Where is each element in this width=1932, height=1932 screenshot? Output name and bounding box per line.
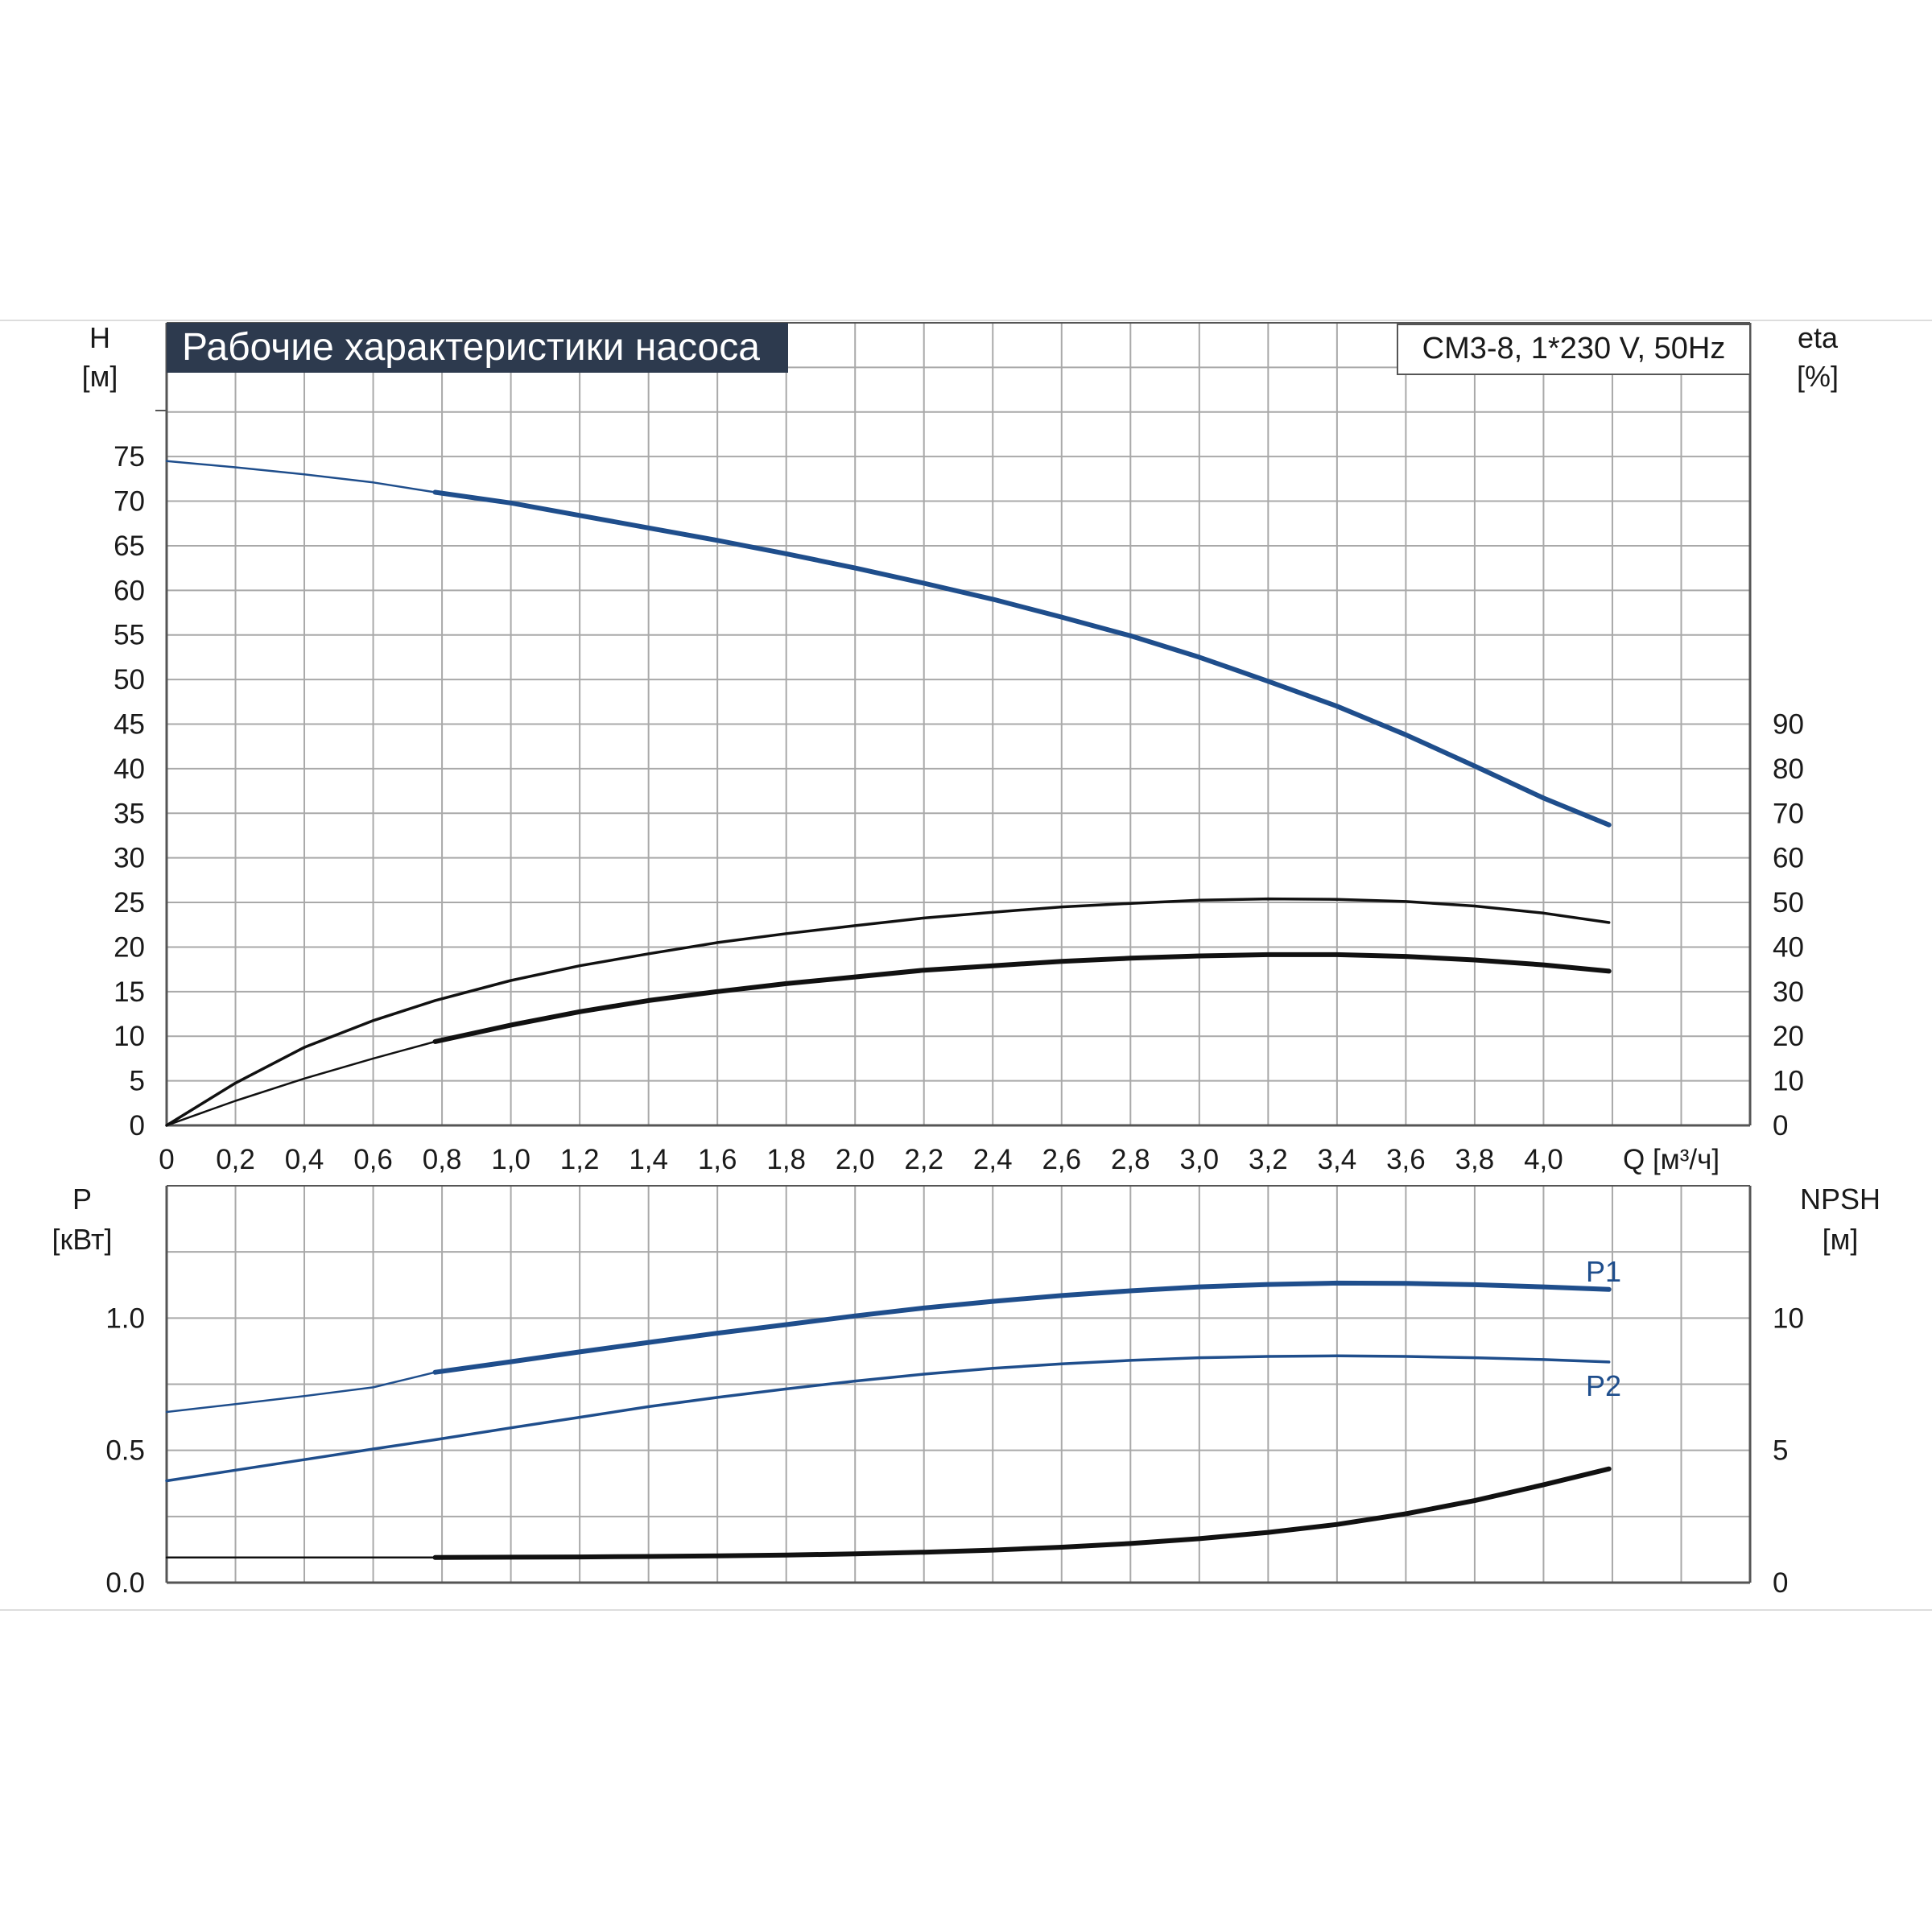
y-tick-label: 55 xyxy=(114,620,145,651)
x-tick-label: 1,0 xyxy=(491,1144,530,1175)
curves xyxy=(165,460,1612,1560)
y-tick-label: 15 xyxy=(114,976,145,1008)
y-right-tick-label: 5 xyxy=(1773,1435,1788,1467)
model-label-box xyxy=(1397,324,1751,375)
chart-title: Рабочие характеристики насоса xyxy=(182,326,760,369)
eta-curve-lower-thin xyxy=(165,1040,436,1127)
y-right-tick-label: 60 xyxy=(1773,843,1804,874)
x-tick-label: 1,4 xyxy=(629,1144,668,1175)
y-axis-unit-lower: [кВт] xyxy=(52,1223,112,1256)
y-axis-label-upper: H xyxy=(89,321,110,354)
y-tick-label: 0.5 xyxy=(105,1435,145,1467)
y-right-tick-label: 0 xyxy=(1773,1567,1788,1599)
x-tick-label: 2,8 xyxy=(1111,1144,1150,1175)
y-tick-label: 10 xyxy=(114,1021,145,1052)
y-axis-label-lower: P xyxy=(72,1183,92,1216)
p1-curve-thin xyxy=(165,1371,436,1414)
x-tick-label: 0,4 xyxy=(285,1144,324,1175)
plot-frames xyxy=(155,322,1752,1584)
head-curve xyxy=(432,489,1612,828)
y-tick-label: 65 xyxy=(114,530,145,562)
eta-curve-lower xyxy=(432,952,1612,1044)
x-tick-label: 3,4 xyxy=(1318,1144,1357,1175)
y-tick-label: 20 xyxy=(114,931,145,963)
y-axis-unit-upper-right: [%] xyxy=(1797,360,1839,393)
p2-curve-label: P2 xyxy=(1586,1369,1621,1402)
p2-curve xyxy=(165,1354,1611,1483)
p1-curve-label: P1 xyxy=(1586,1255,1621,1288)
y-tick-label: 70 xyxy=(114,486,145,518)
y-right-tick-label: 40 xyxy=(1773,931,1804,963)
npsh-curve xyxy=(432,1466,1612,1560)
y-axis-unit-upper: [м] xyxy=(82,360,118,393)
head-curve-thin xyxy=(165,460,436,493)
x-tick-label: 1,2 xyxy=(560,1144,600,1175)
model-label: CM3-8, 1*230 V, 50Hz xyxy=(1422,332,1726,365)
x-tick-label: 4,0 xyxy=(1524,1144,1563,1175)
y-tick-label: 75 xyxy=(114,441,145,473)
x-tick-label: 3,8 xyxy=(1455,1144,1495,1175)
y-right-tick-label: 80 xyxy=(1773,753,1804,785)
y-axis-unit-lower-right: [м] xyxy=(1823,1223,1859,1256)
eta-curve-upper xyxy=(165,897,1611,1127)
y-tick-label: 25 xyxy=(114,887,145,919)
y-tick-label: 1.0 xyxy=(105,1302,145,1334)
x-tick-label: 3,2 xyxy=(1249,1144,1288,1175)
x-tick-label: 3,6 xyxy=(1386,1144,1426,1175)
x-tick-label: 3,0 xyxy=(1179,1144,1219,1175)
y-tick-label: 5 xyxy=(130,1066,145,1097)
tick-labels: 0 0,2 0,4 0,6 0,8 1,0 1,2 1,4 1,6 1,8 2,0 2,2 2,4 2,6… xyxy=(105,441,1804,1599)
x-tick-label: 1,8 xyxy=(766,1144,806,1175)
y-axis-label-upper-right: eta xyxy=(1798,321,1839,354)
y-tick-label: 30 xyxy=(114,843,145,874)
x-tick-label: 1,6 xyxy=(698,1144,737,1175)
title-banner xyxy=(167,323,788,373)
x-tick-label: 2,0 xyxy=(836,1144,875,1175)
labels: Рабочие характеристики насоса CM3-8, 1*2… xyxy=(52,321,1880,1402)
y-tick-label: 0 xyxy=(130,1110,145,1141)
x-tick-label: 2,6 xyxy=(1042,1144,1081,1175)
p1-curve xyxy=(432,1280,1612,1375)
y-tick-label: 40 xyxy=(114,753,145,785)
y-right-tick-label: 10 xyxy=(1773,1066,1804,1097)
grid-lines xyxy=(167,323,1750,1583)
x-axis-label: Q [м³/ч] xyxy=(1623,1144,1719,1175)
page-separators xyxy=(0,320,1932,1611)
y-right-tick-label: 70 xyxy=(1773,798,1804,829)
y-axis-label-lower-right: NPSH xyxy=(1800,1183,1880,1216)
y-tick-label: 0.0 xyxy=(105,1567,145,1599)
y-right-tick-label: 20 xyxy=(1773,1021,1804,1052)
y-tick-label: 50 xyxy=(114,664,145,696)
y-right-tick-label: 10 xyxy=(1773,1302,1804,1334)
y-tick-label: 45 xyxy=(114,709,145,741)
y-tick-label: 60 xyxy=(114,575,145,606)
x-tick-label: 0 xyxy=(159,1144,174,1175)
y-right-tick-label: 30 xyxy=(1773,976,1804,1008)
y-right-tick-label: 90 xyxy=(1773,709,1804,741)
y-tick-label: 35 xyxy=(114,798,145,829)
y-right-tick-label: 0 xyxy=(1773,1110,1788,1141)
x-tick-label: 2,2 xyxy=(904,1144,943,1175)
x-tick-label: 2,4 xyxy=(973,1144,1013,1175)
y-right-tick-label: 50 xyxy=(1773,887,1804,919)
x-tick-label: 0,8 xyxy=(423,1144,462,1175)
x-tick-label: 0,6 xyxy=(353,1144,393,1175)
x-tick-label: 0,2 xyxy=(216,1144,255,1175)
